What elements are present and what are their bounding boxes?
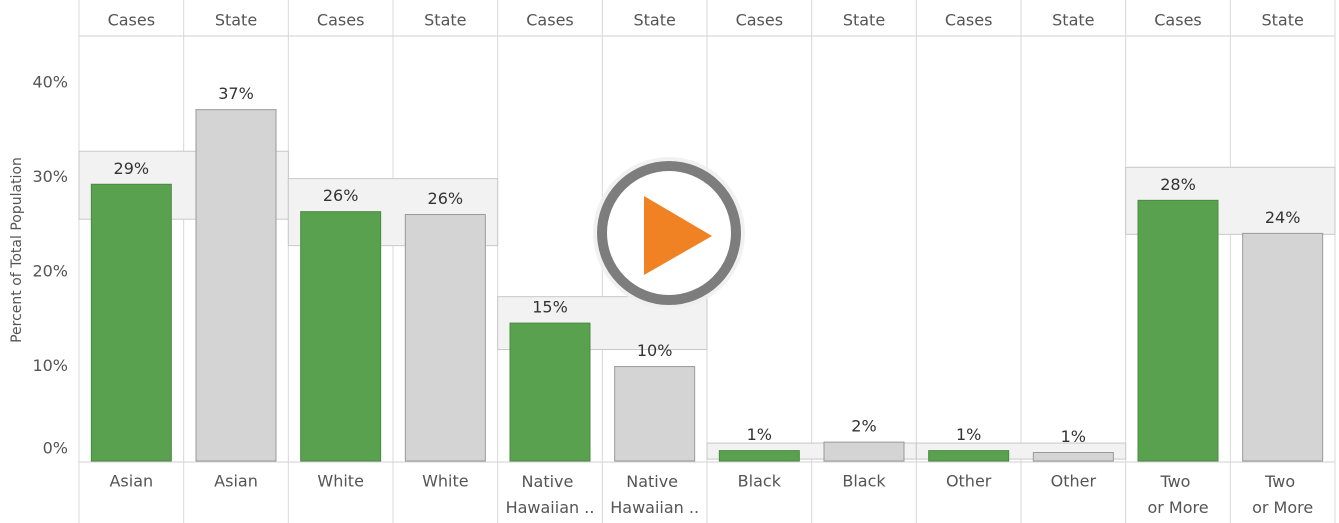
x-tick-label: Other [1051, 472, 1097, 491]
column-header: State [1261, 11, 1303, 30]
column-header: Cases [526, 11, 574, 30]
bar [1137, 199, 1219, 462]
bar [300, 211, 382, 462]
y-tick-label: 40% [32, 73, 68, 92]
value-label: 24% [1265, 208, 1301, 227]
column-header: State [843, 11, 885, 30]
x-tick-label: Black [738, 472, 782, 491]
column-header: Cases [108, 11, 156, 30]
value-label: 29% [114, 159, 150, 178]
x-tick-label: Native Hawaiian .. [506, 472, 595, 517]
column-header: State [215, 11, 257, 30]
y-tick-label: 30% [32, 167, 68, 186]
value-label: 37% [218, 84, 254, 103]
x-tick-label: Asian [214, 472, 258, 491]
column-header: State [633, 11, 675, 30]
column-header: Cases [945, 11, 993, 30]
play-icon [644, 196, 712, 275]
column-header: Cases [1154, 11, 1202, 30]
column-header: Cases [317, 11, 365, 30]
x-tick-label: Two or More [1252, 472, 1313, 517]
column-header: State [424, 11, 466, 30]
play-button[interactable] [593, 157, 745, 309]
value-label: 28% [1160, 175, 1196, 194]
plot: 0% 10% 20% 30% 40% Cases 29% Asian State 37% Asian… [32, 0, 1336, 523]
x-tick-label: White [422, 472, 469, 491]
bar [509, 322, 591, 462]
bar [404, 214, 486, 462]
bar [614, 366, 696, 462]
column-header: Cases [736, 11, 784, 30]
y-tick-label: 10% [32, 356, 68, 375]
y-tick-label: 0% [43, 439, 68, 458]
bar [823, 441, 905, 462]
value-label: 26% [323, 186, 359, 205]
x-tick-label: Native Hawaiian .. [610, 472, 699, 517]
bar [928, 450, 1010, 462]
x-tick-label: Two or More [1147, 472, 1208, 517]
value-label: 1% [747, 425, 772, 444]
x-tick-label: Other [946, 472, 992, 491]
value-label: 10% [637, 341, 673, 360]
bar [195, 109, 277, 462]
bar [90, 183, 172, 462]
x-tick-label: White [317, 472, 364, 491]
value-label: 1% [956, 425, 981, 444]
x-tick-label: Asian [109, 472, 153, 491]
bar [718, 450, 800, 462]
y-axis-title: Percent of Total Population [9, 157, 25, 343]
value-label: 15% [532, 298, 568, 317]
x-tick-label: Black [842, 472, 886, 491]
value-label: 26% [428, 189, 464, 208]
bar [1242, 232, 1324, 462]
column-header: State [1052, 11, 1094, 30]
value-label: 2% [851, 417, 876, 436]
y-tick-label: 20% [32, 262, 68, 281]
value-label: 1% [1061, 427, 1086, 446]
bar [1032, 452, 1114, 462]
